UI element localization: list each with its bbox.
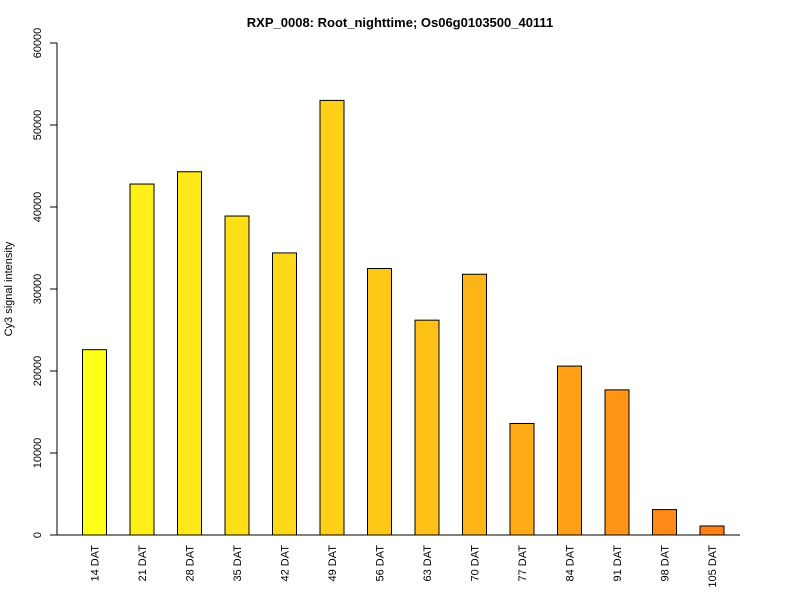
- bar-98-dat: [652, 509, 677, 536]
- x-category-label: 56 DAT: [375, 545, 387, 582]
- y-tick-label: 60000: [32, 28, 44, 59]
- y-tick-label: 50000: [32, 110, 44, 141]
- x-category-label: 63 DAT: [422, 545, 434, 582]
- x-category-label: 98 DAT: [660, 545, 672, 582]
- x-category-label: 91 DAT: [612, 545, 624, 582]
- x-category-label: 42 DAT: [280, 545, 292, 582]
- y-tick-label: 30000: [32, 274, 44, 305]
- x-category-label: 84 DAT: [565, 545, 577, 582]
- bar-14-dat: [82, 349, 107, 536]
- bar-49-dat: [319, 99, 345, 536]
- bars-group: [82, 99, 725, 536]
- x-category-label: 28 DAT: [185, 545, 197, 582]
- y-tick-label: 10000: [32, 438, 44, 469]
- bar-91-dat: [604, 389, 630, 536]
- bar-70-dat: [462, 273, 487, 536]
- bar-35-dat: [224, 215, 250, 536]
- x-category-label: 70 DAT: [470, 545, 482, 582]
- y-tick-label: 0: [32, 532, 44, 538]
- bar-77-dat: [509, 422, 535, 536]
- bar-21-dat: [129, 183, 155, 536]
- bar-105-dat: [699, 525, 725, 536]
- y-tick-label: 20000: [32, 356, 44, 387]
- x-category-label: 35 DAT: [232, 545, 244, 582]
- x-axis-labels: 14 DAT 21 DAT 28 DAT 35 DAT 42 DAT 49 DAT 56 D…: [90, 545, 720, 588]
- bar-63-dat: [414, 319, 440, 536]
- y-axis-ticks: 0 10000 20000 30000 40000 50000 60000: [32, 28, 57, 538]
- y-axis-label: Cy3 signal intensity: [3, 241, 15, 336]
- x-category-label: 105 DAT: [707, 545, 719, 588]
- x-category-label: 21 DAT: [137, 545, 149, 582]
- bar-42-dat: [272, 252, 297, 536]
- y-tick-label: 40000: [32, 192, 44, 223]
- bar-84-dat: [557, 365, 582, 536]
- bar-28-dat: [177, 171, 202, 536]
- x-category-label: 77 DAT: [517, 545, 529, 582]
- x-category-label: 14 DAT: [90, 545, 102, 582]
- x-category-label: 49 DAT: [327, 545, 339, 582]
- chart-title: RXP_0008: Root_nighttime; Os06g0103500_4…: [247, 15, 553, 30]
- bar-56-dat: [367, 268, 392, 536]
